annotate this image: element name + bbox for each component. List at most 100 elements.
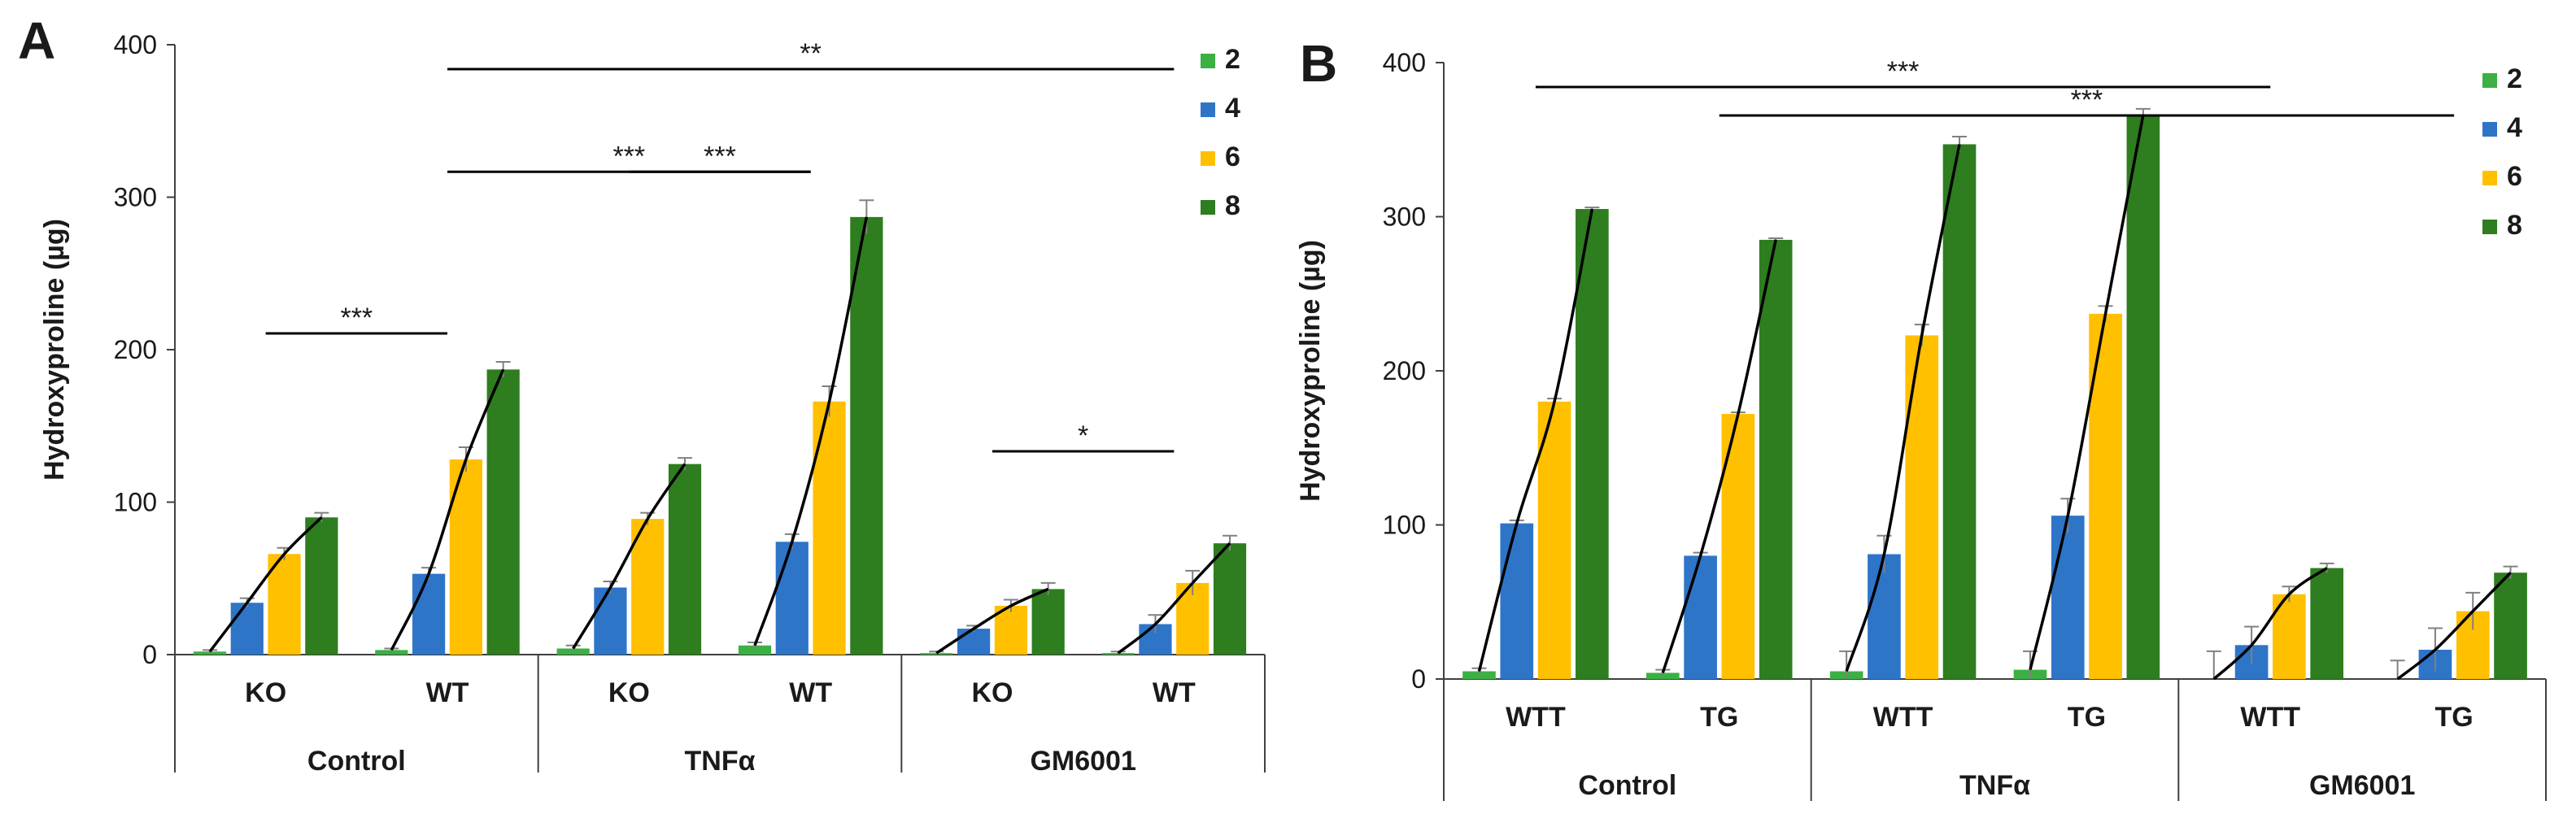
legend-swatch <box>2482 122 2497 137</box>
panel-label: B <box>1300 34 1337 93</box>
bar-day-8 <box>1576 209 1609 679</box>
significance-label: *** <box>340 303 373 333</box>
legend-label: 2 <box>1225 44 1240 75</box>
y-tick-label: 300 <box>114 183 157 212</box>
bar-day-4 <box>412 573 446 655</box>
legend-label: 2 <box>2507 63 2522 94</box>
bar-day-6 <box>449 459 482 655</box>
significance-label: *** <box>2071 85 2103 115</box>
bar-day-6 <box>268 554 301 655</box>
bar-day-8 <box>1942 144 1977 679</box>
trend-curve <box>2029 115 2145 671</box>
legend-swatch <box>1201 151 1215 166</box>
bar-day-4 <box>957 629 991 655</box>
x-group-label: TNFα <box>1959 770 2030 801</box>
y-tick-label: 0 <box>1411 664 1426 694</box>
x-subgroup-label: WT <box>1153 677 1196 708</box>
x-subgroup-label: TG <box>2434 702 2473 733</box>
x-subgroup-label: WT <box>789 677 832 708</box>
y-tick-label: 300 <box>1383 202 1426 232</box>
trend-curve <box>1845 144 1961 672</box>
panel-label: A <box>18 11 55 70</box>
legend-label: 8 <box>1225 190 1240 221</box>
trend-curve <box>208 516 323 653</box>
bar-day-6 <box>1905 335 1939 679</box>
x-subgroup-label: WT <box>426 677 469 708</box>
bar-day-4 <box>594 587 627 655</box>
legend-swatch <box>2482 171 2497 185</box>
legend-swatch <box>2482 73 2497 88</box>
y-axis-title: Hydroxyproline (µg) <box>39 219 70 481</box>
trend-curve <box>390 368 505 651</box>
y-tick-label: 100 <box>1383 511 1426 540</box>
x-group-label: TNFα <box>685 746 756 777</box>
x-group-label: Control <box>307 746 406 777</box>
x-subgroup-label: TG <box>1700 702 1738 733</box>
x-subgroup-label: WTT <box>1873 702 1933 733</box>
x-subgroup-label: KO <box>608 677 650 708</box>
x-subgroup-label: TG <box>2068 702 2106 733</box>
significance-label: *** <box>1887 56 1920 87</box>
bar-day-6 <box>1721 414 1755 679</box>
trend-curve <box>1477 208 1594 672</box>
legend-label: 4 <box>1225 93 1240 124</box>
bar-day-2 <box>738 645 772 655</box>
bar-day-6 <box>2089 313 2122 679</box>
legend-swatch <box>2482 220 2497 234</box>
legend-swatch <box>1201 200 1215 215</box>
bar-day-6 <box>631 519 665 655</box>
bar-day-8 <box>305 517 338 655</box>
legend-label: 6 <box>1225 141 1240 172</box>
bar-day-6 <box>1537 401 1571 679</box>
bar-day-8 <box>668 464 702 655</box>
y-tick-label: 100 <box>114 488 157 517</box>
bar-day-8 <box>850 216 883 655</box>
significance-label: *** <box>704 141 736 172</box>
trend-curve <box>2212 567 2328 681</box>
trend-curve <box>2396 572 2512 681</box>
panel-a: A Hydroxyproline (µg) 0 100 200 300 400 KO WT Con… <box>18 11 1266 777</box>
y-tick-label: 200 <box>114 335 157 364</box>
bar-day-6 <box>994 606 1027 655</box>
bar-day-8 <box>1031 589 1065 655</box>
bar-day-2 <box>1462 671 1496 679</box>
significance-label: ** <box>800 38 821 69</box>
bar-day-2 <box>375 650 408 655</box>
bar-day-8 <box>486 369 520 655</box>
trend-curve <box>935 587 1049 655</box>
bar-day-4 <box>775 542 809 655</box>
bar-day-4 <box>230 603 264 655</box>
x-group-label: GM6001 <box>1030 746 1135 777</box>
significance-label: * <box>1078 420 1088 451</box>
y-tick-label: 400 <box>1383 48 1426 77</box>
trend-curve <box>1117 542 1231 655</box>
legend-label: 4 <box>2507 112 2522 143</box>
x-subgroup-label: KO <box>245 677 286 708</box>
x-subgroup-label: KO <box>972 677 1013 708</box>
legend-label: 8 <box>2507 210 2522 241</box>
bar-day-8 <box>1759 239 1793 679</box>
x-group-label: GM6001 <box>2309 770 2415 801</box>
bar-day-8 <box>1213 543 1247 655</box>
significance-label: *** <box>612 141 645 172</box>
trend-curve <box>1661 239 1777 673</box>
bar-day-4 <box>1500 523 1534 679</box>
bar-day-4 <box>2051 516 2085 679</box>
panel-b: B Hydroxyproline (µg) 0 100 200 300 400 WTT TG Co… <box>1295 34 2547 801</box>
bar-day-8 <box>2126 115 2160 679</box>
y-axis-title: Hydroxyproline (µg) <box>1295 240 1326 502</box>
bar-day-4 <box>1868 554 1901 679</box>
bar-day-8 <box>2310 568 2344 679</box>
legend-swatch <box>1201 102 1215 117</box>
bar-day-6 <box>813 401 846 655</box>
legend-swatch <box>1201 54 1215 68</box>
y-tick-label: 200 <box>1383 356 1426 385</box>
y-tick-label: 400 <box>114 30 157 59</box>
bar-day-4 <box>1684 555 1717 679</box>
trend-curve <box>753 216 869 646</box>
trend-curve <box>572 463 686 650</box>
bar-day-8 <box>2494 572 2527 679</box>
x-subgroup-label: WTT <box>1506 702 1566 733</box>
